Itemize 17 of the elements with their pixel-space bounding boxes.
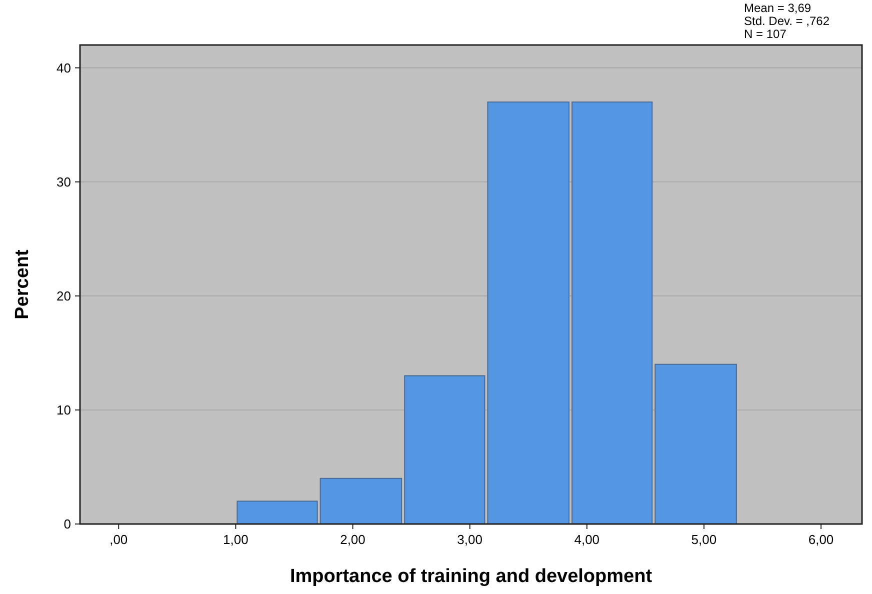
y-tick-label: 30: [56, 174, 71, 190]
x-tick-label: 4,00: [574, 532, 600, 547]
x-tick-label: 5,00: [691, 532, 717, 547]
x-tick-label: 6,00: [808, 532, 834, 547]
text: Std. Dev. = ,762: [744, 14, 830, 28]
text: N = 107: [744, 27, 787, 41]
x-tick-label: ,00: [110, 532, 128, 547]
y-tick-label: 0: [64, 516, 71, 532]
x-tick-label: 3,00: [457, 532, 482, 547]
y-axis-title: Percent: [12, 248, 33, 320]
x-tick-label: 1,00: [223, 532, 248, 547]
y-tick-label: 40: [56, 60, 71, 76]
y-tick-label: 20: [56, 288, 71, 304]
text: Mean = 3,69: [744, 1, 812, 15]
x-tick-label: 2,00: [340, 532, 366, 547]
x-axis-title: Importance of training and development: [290, 566, 653, 587]
y-tick-label: 10: [56, 402, 71, 418]
